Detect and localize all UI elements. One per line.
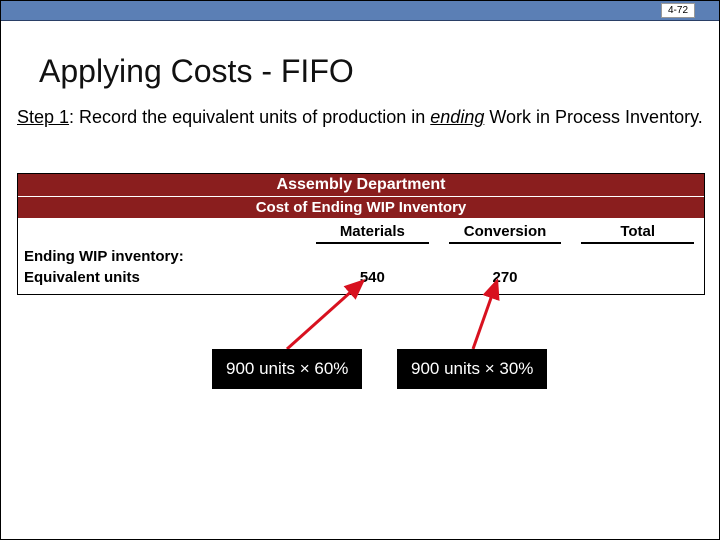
step-prefix: Step 1 [17, 107, 69, 127]
step-text: Step 1: Record the equivalent units of p… [17, 106, 703, 129]
page-number: 4-72 [661, 3, 695, 18]
col-conversion: Conversion [439, 219, 572, 246]
slide-title: Applying Costs - FIFO [39, 53, 354, 90]
cell-1-2 [571, 267, 704, 288]
col-materials: Materials [306, 219, 439, 246]
table-header-2: Cost of Ending WIP Inventory [18, 197, 704, 219]
step-emph: ending [430, 107, 484, 127]
callout-2: 900 units × 30% [397, 349, 547, 389]
step-before: : Record the equivalent units of product… [69, 107, 430, 127]
table-header-1: Assembly Department [18, 174, 704, 197]
col-total-label: Total [620, 223, 655, 240]
slide: 4-72 Applying Costs - FIFO Step 1: Recor… [0, 0, 720, 540]
row-label-0: Ending WIP inventory: [18, 246, 306, 267]
cell-1-0: 540 [306, 267, 439, 288]
arrows-svg [17, 329, 705, 449]
column-spacer [18, 219, 306, 246]
column-header-row: Materials Conversion Total [18, 219, 704, 246]
step-after: Work in Process Inventory. [484, 107, 702, 127]
col-total: Total [571, 219, 704, 246]
table-row: Ending WIP inventory: [18, 246, 704, 267]
table-row: Equivalent units 540 270 [18, 267, 704, 294]
cell-0-0 [306, 246, 439, 267]
cell-0-1 [439, 246, 572, 267]
cell-0-2 [571, 246, 704, 267]
callout-1: 900 units × 60% [212, 349, 362, 389]
cell-1-1: 270 [439, 267, 572, 288]
row-label-1: Equivalent units [18, 267, 306, 288]
cost-table: Assembly Department Cost of Ending WIP I… [17, 173, 705, 295]
col-conversion-label: Conversion [464, 223, 547, 240]
col-materials-label: Materials [340, 223, 405, 240]
topbar [1, 1, 719, 21]
callouts-layer: 900 units × 60% 900 units × 30% [17, 329, 705, 389]
